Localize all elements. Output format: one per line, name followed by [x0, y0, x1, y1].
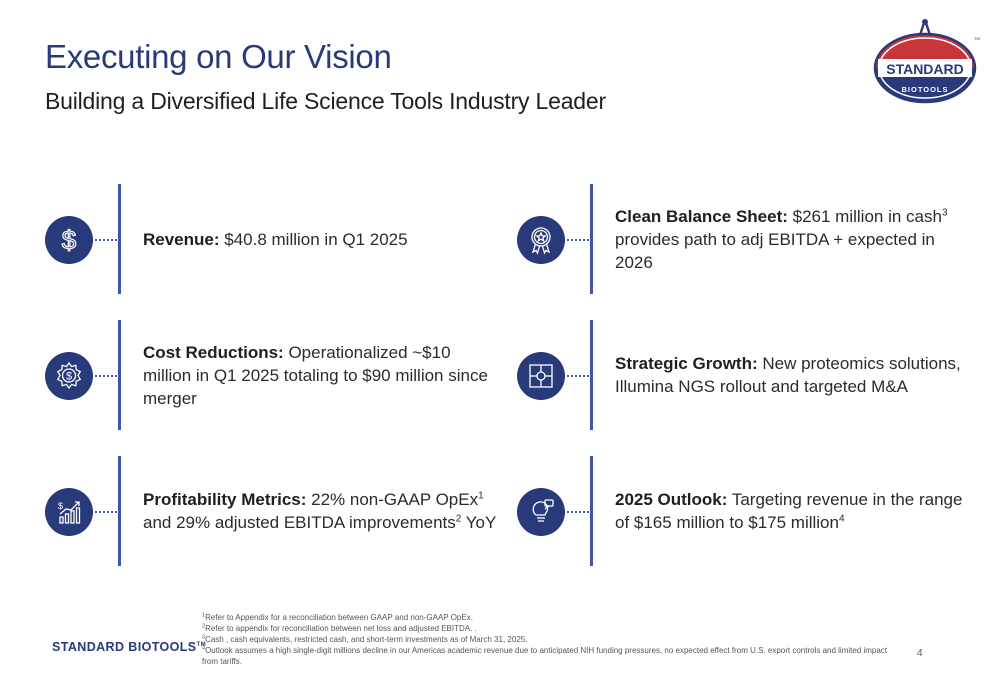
page-subtitle: Building a Diversified Life Science Tool…: [45, 88, 606, 114]
footnote: 1Refer to Appendix for a reconciliation …: [202, 612, 473, 622]
puzzle-icon: [517, 352, 565, 400]
highlight-text: Cost Reductions: Operationalized ~$10 mi…: [143, 342, 488, 408]
svg-text:TM: TM: [974, 36, 980, 41]
connector: [95, 239, 117, 241]
footnote: 3Cash , cash equivalents, restricted cas…: [202, 634, 528, 644]
svg-text:$: $: [58, 501, 63, 511]
svg-text:BIOTOOLS: BIOTOOLS: [901, 85, 948, 94]
dollar-icon: $: [45, 216, 93, 264]
connector: [95, 511, 117, 513]
divider: [590, 320, 593, 430]
svg-text:$: $: [62, 225, 77, 255]
svg-text:$: $: [66, 371, 72, 383]
divider: [118, 456, 121, 566]
highlight-text: Strategic Growth: New proteomics solutio…: [615, 354, 961, 396]
gear-dollar-icon: $: [45, 352, 93, 400]
highlight-text: 2025 Outlook: Targeting revenue in the r…: [615, 490, 963, 532]
highlight-text: Clean Balance Sheet: $261 million in cas…: [615, 206, 948, 272]
highlight-text: Revenue: $40.8 million in Q1 2025: [143, 229, 408, 249]
footnotes: 1Refer to Appendix for a reconciliation …: [202, 612, 902, 667]
connector: [567, 511, 589, 513]
page-title: Executing on Our Vision: [45, 38, 392, 75]
connector: [567, 375, 589, 377]
page-number: 4: [917, 648, 923, 659]
footnote: 2Refer to appendix for reconciliation be…: [202, 623, 477, 633]
divider: [590, 184, 593, 294]
award-badge-icon: [517, 216, 565, 264]
divider: [118, 320, 121, 430]
highlight-profitability: $ Profitability Metrics: 22% non-GAAP Op…: [45, 456, 515, 568]
highlight-revenue: $ Revenue: $40.8 million in Q1 2025: [45, 184, 515, 296]
standard-biotools-logo: STANDARD BIOTOOLS TM: [873, 19, 980, 104]
highlight-strategic-growth: Strategic Growth: New proteomics solutio…: [517, 320, 987, 432]
svg-text:STANDARD: STANDARD: [886, 61, 964, 77]
footer-brand: STANDARD BIOTOOLSTM: [52, 640, 207, 654]
divider: [118, 184, 121, 294]
highlight-outlook: 2025 Outlook: Targeting revenue in the r…: [517, 456, 987, 568]
connector: [567, 239, 589, 241]
divider: [590, 456, 593, 566]
growth-chart-icon: $: [45, 488, 93, 536]
footnote: 4Outlook assumes a high single-digit mil…: [202, 645, 888, 666]
connector: [95, 375, 117, 377]
highlight-cost-reductions: $ Cost Reductions: Operationalized ~$10 …: [45, 320, 515, 432]
lightbulb-icon: [517, 488, 565, 536]
highlight-balance-sheet: Clean Balance Sheet: $261 million in cas…: [517, 184, 987, 296]
highlight-text: Profitability Metrics: 22% non-GAAP OpEx…: [143, 490, 497, 532]
